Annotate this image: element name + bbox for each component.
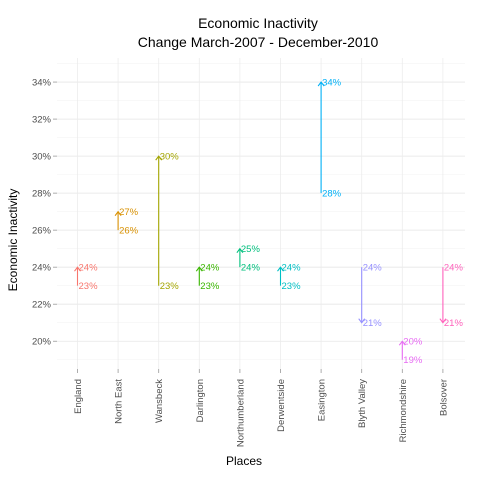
end-value-label: 30% [160, 152, 180, 163]
y-axis-label: Economic Inactivity [6, 189, 20, 292]
arrow-head [358, 318, 366, 324]
end-value-label: 24% [200, 263, 220, 274]
x-axis-label: Places [226, 454, 262, 468]
arrow-head [277, 266, 284, 272]
chart-subtitle: Change March-2007 - December-2010 [138, 34, 379, 50]
x-tick-label: Easington [317, 379, 328, 421]
x-tick-label: England [73, 379, 84, 414]
end-value-label: 25% [241, 244, 261, 255]
x-tick-label: Blyth Valley [357, 379, 368, 428]
start-value-label: 24% [241, 263, 261, 274]
start-value-label: 23% [200, 281, 220, 292]
start-value-label: 23% [282, 281, 302, 292]
y-tick-label: 28% [32, 189, 52, 200]
end-value-label: 20% [403, 337, 423, 348]
x-tick-label: Darlington [195, 379, 206, 422]
arrow-head [114, 210, 122, 216]
start-value-label: 23% [79, 281, 99, 292]
x-tick-label: Richmondshire [398, 379, 409, 442]
end-value-label: 24% [282, 263, 302, 274]
x-tick-label: North East [114, 379, 125, 424]
plot-area: 20% 22% 24% 26% 28% 30% 32% 34% England North Eas… [32, 58, 465, 447]
y-tick-label: 26% [32, 226, 52, 237]
arrow-head [317, 81, 325, 87]
arrow-head [398, 340, 406, 346]
arrow-head [155, 155, 163, 161]
y-tick-label: 24% [32, 263, 52, 274]
end-value-label: 24% [79, 263, 99, 274]
y-tick-label: 20% [32, 337, 52, 348]
arrow-head [74, 266, 81, 272]
start-value-label: 28% [322, 189, 342, 200]
x-tick-label: Derwentside [276, 379, 287, 432]
start-value-label: 19% [403, 355, 423, 366]
x-tick-label: Bolsover [438, 379, 449, 416]
x-tick-label: Northumberland [235, 379, 246, 447]
x-tick-label: Wansbeck [154, 379, 165, 423]
y-tick-label: 22% [32, 300, 52, 311]
end-value-label: 34% [322, 78, 342, 89]
chart-title: Economic Inactivity [198, 15, 318, 31]
end-value-label: 27% [119, 207, 139, 218]
y-tick-label: 32% [32, 115, 52, 126]
y-tick-label: 34% [32, 78, 52, 89]
arrow-head [195, 266, 203, 272]
end-value-label: 21% [363, 318, 383, 329]
start-value-label: 23% [160, 281, 180, 292]
arrow-head [236, 247, 244, 254]
start-value-label: 24% [363, 263, 383, 274]
arrow-head [439, 318, 447, 324]
y-tick-label: 30% [32, 152, 52, 163]
start-value-label: 24% [444, 263, 464, 274]
end-value-label: 21% [444, 318, 464, 329]
start-value-label: 26% [119, 226, 139, 237]
